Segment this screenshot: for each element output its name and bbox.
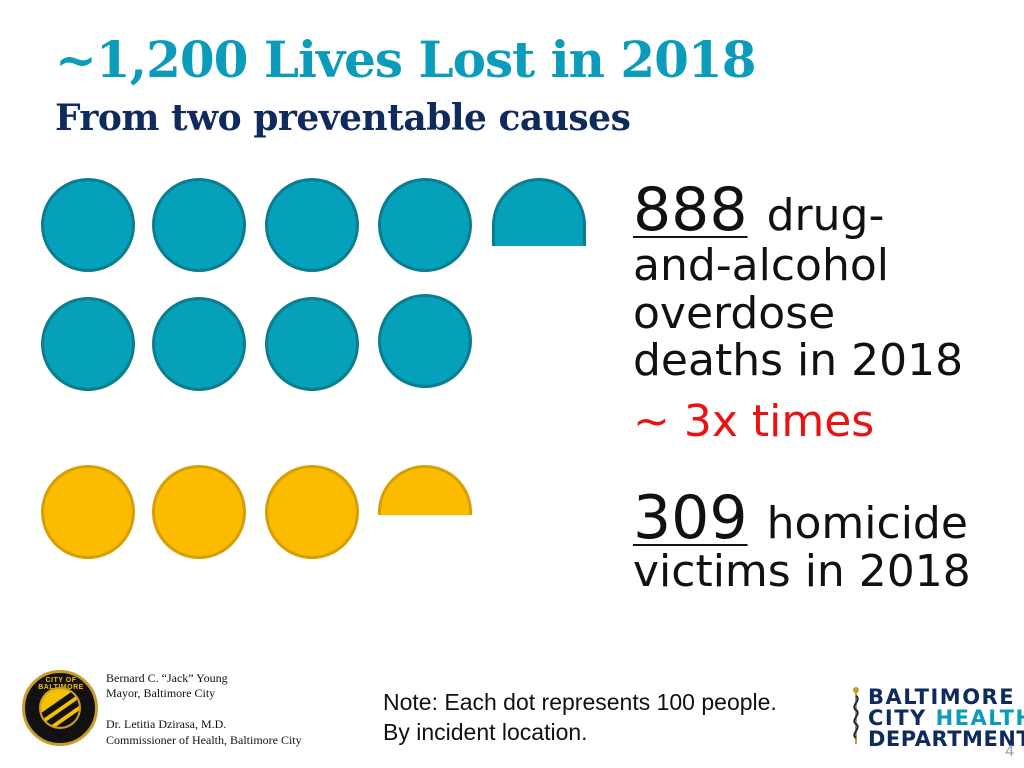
commissioner-name: Dr. Letitia Dzirasa, M.D.: [106, 717, 227, 731]
overdose-number: 888: [633, 175, 748, 245]
page-number: 4: [1005, 743, 1014, 760]
overdose-text-line3: overdose: [633, 288, 836, 339]
page-title: ~1,200 Lives Lost in 2018: [55, 30, 757, 89]
note-line2: By incident location.: [383, 719, 588, 745]
mayor-title: Mayor, Baltimore City: [106, 686, 216, 700]
commissioner-title: Commissioner of Health, Baltimore City: [106, 733, 302, 747]
logo-line3: DEPARTMENT: [868, 727, 1024, 751]
homicide-partial-dot: [378, 465, 472, 515]
comparison-text: ~ 3x times: [633, 396, 875, 447]
homicide-stat-headline: 309 homicide: [633, 483, 968, 553]
mayor-name: Bernard C. “Jack” Young: [106, 671, 228, 685]
overdose-dot: [41, 178, 135, 272]
overdose-dot: [265, 178, 359, 272]
overdose-dot: [152, 178, 246, 272]
logo-line2-health: HEALTH: [935, 706, 1024, 730]
logo-line2: CITY HEALTH: [868, 707, 1024, 729]
logo-line1: BALTIMORE: [868, 685, 1016, 709]
overdose-dot: [152, 297, 246, 391]
overdose-dot: [378, 294, 472, 388]
logo-line2-city: CITY: [868, 706, 927, 730]
overdose-dot: [378, 178, 472, 272]
note-line1: Note: Each dot represents 100 people.: [383, 689, 777, 715]
homicide-dot: [152, 465, 246, 559]
homicide-number: 309: [633, 483, 748, 553]
homicide-dot: [41, 465, 135, 559]
overdose-text-line4: deaths in 2018: [633, 335, 964, 386]
overdose-stat-headline: 888 drug-: [633, 175, 884, 245]
homicide-text-line1: homicide: [766, 498, 968, 549]
overdose-text-line1: drug-: [766, 190, 885, 241]
page-subtitle: From two preventable causes: [55, 97, 631, 139]
homicide-dot: [265, 465, 359, 559]
overdose-dot: [41, 297, 135, 391]
overdose-partial-dot: [492, 178, 586, 246]
city-seal-logo: CITY OF BALTIMORE: [22, 670, 98, 746]
overdose-dot: [265, 297, 359, 391]
overdose-text-line2: and-alcohol: [633, 240, 889, 291]
caduceus-icon: [853, 687, 859, 744]
homicide-text-line2: victims in 2018: [633, 546, 971, 597]
